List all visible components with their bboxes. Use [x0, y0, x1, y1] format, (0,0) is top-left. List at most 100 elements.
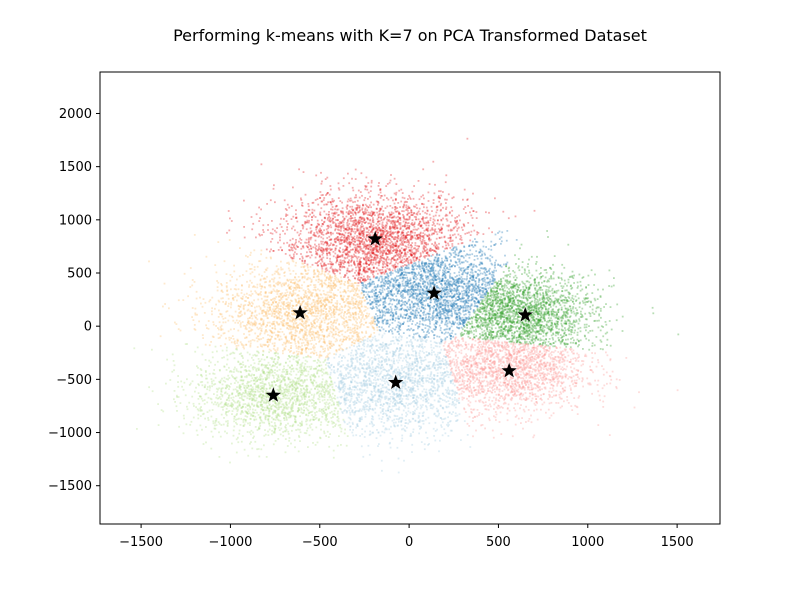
data-point — [487, 281, 490, 284]
data-point — [495, 296, 498, 299]
data-point — [325, 233, 328, 235]
data-point — [395, 326, 398, 329]
data-point — [484, 293, 487, 296]
data-point — [338, 264, 341, 266]
data-point — [329, 220, 332, 223]
data-point — [376, 295, 378, 298]
data-point — [346, 220, 349, 223]
data-point — [446, 311, 449, 314]
data-point — [360, 172, 363, 175]
data-point — [377, 201, 380, 203]
data-point — [461, 255, 464, 258]
data-point — [319, 249, 322, 252]
data-point — [476, 255, 478, 257]
data-point — [463, 332, 466, 335]
data-point — [384, 298, 386, 300]
data-point — [377, 203, 379, 206]
data-point — [394, 276, 397, 279]
data-point — [367, 198, 369, 200]
data-point — [407, 263, 410, 266]
data-point — [387, 220, 390, 222]
data-point — [464, 307, 467, 310]
data-point — [322, 199, 325, 201]
data-point — [507, 330, 510, 333]
data-point — [468, 313, 471, 316]
data-point — [346, 236, 348, 239]
data-point — [463, 282, 465, 285]
data-point — [415, 257, 418, 259]
data-point — [430, 275, 433, 278]
data-point — [401, 307, 404, 310]
data-point — [393, 226, 396, 229]
data-point — [410, 295, 413, 297]
data-point — [471, 240, 474, 243]
data-point — [340, 226, 343, 229]
data-point — [398, 212, 400, 215]
data-point — [394, 231, 397, 234]
data-point — [345, 228, 348, 230]
data-point — [452, 278, 455, 281]
data-point — [358, 242, 361, 245]
data-point — [422, 194, 424, 197]
data-point — [344, 275, 346, 278]
data-point — [477, 326, 479, 329]
data-point — [376, 221, 379, 223]
data-point — [311, 211, 314, 214]
data-point — [313, 232, 316, 234]
data-point — [348, 241, 351, 244]
data-point — [426, 235, 429, 237]
data-point — [378, 227, 380, 229]
data-point — [391, 235, 394, 238]
data-point — [411, 265, 414, 268]
data-point — [396, 258, 399, 261]
data-point — [398, 328, 401, 330]
data-point — [322, 250, 325, 252]
data-point — [424, 211, 427, 214]
data-point — [437, 299, 439, 302]
data-point — [452, 247, 455, 250]
data-point — [285, 213, 287, 216]
data-point — [291, 247, 294, 249]
data-point — [400, 242, 403, 244]
data-point — [370, 230, 373, 233]
data-point — [402, 214, 404, 216]
data-point — [466, 293, 469, 296]
data-point — [404, 245, 407, 247]
data-point — [402, 301, 404, 304]
data-point — [427, 221, 430, 224]
data-point — [450, 254, 453, 257]
data-point — [432, 269, 435, 272]
data-point — [382, 233, 385, 235]
data-point — [420, 293, 422, 295]
data-point — [490, 248, 493, 251]
data-point — [261, 234, 263, 236]
data-point — [448, 327, 451, 330]
data-point — [461, 296, 464, 299]
data-point — [373, 246, 376, 249]
data-point — [369, 239, 372, 242]
data-point — [419, 253, 422, 256]
data-point — [365, 221, 368, 223]
data-point — [345, 272, 348, 275]
data-point — [361, 207, 364, 210]
data-point — [412, 277, 415, 279]
data-point — [516, 321, 518, 323]
data-point — [375, 323, 378, 326]
data-point — [458, 266, 461, 269]
data-point — [418, 307, 421, 310]
data-point — [422, 255, 425, 258]
data-point — [435, 278, 438, 281]
data-point — [344, 231, 347, 234]
data-point — [424, 281, 427, 283]
data-point — [416, 322, 419, 324]
data-point — [395, 299, 398, 302]
data-point — [482, 308, 485, 310]
data-point — [513, 285, 516, 288]
data-point — [324, 178, 327, 180]
data-point — [405, 309, 407, 311]
data-point — [339, 261, 342, 264]
data-point — [466, 293, 468, 296]
data-point — [442, 269, 444, 272]
data-point — [492, 282, 494, 285]
data-point — [552, 342, 555, 344]
